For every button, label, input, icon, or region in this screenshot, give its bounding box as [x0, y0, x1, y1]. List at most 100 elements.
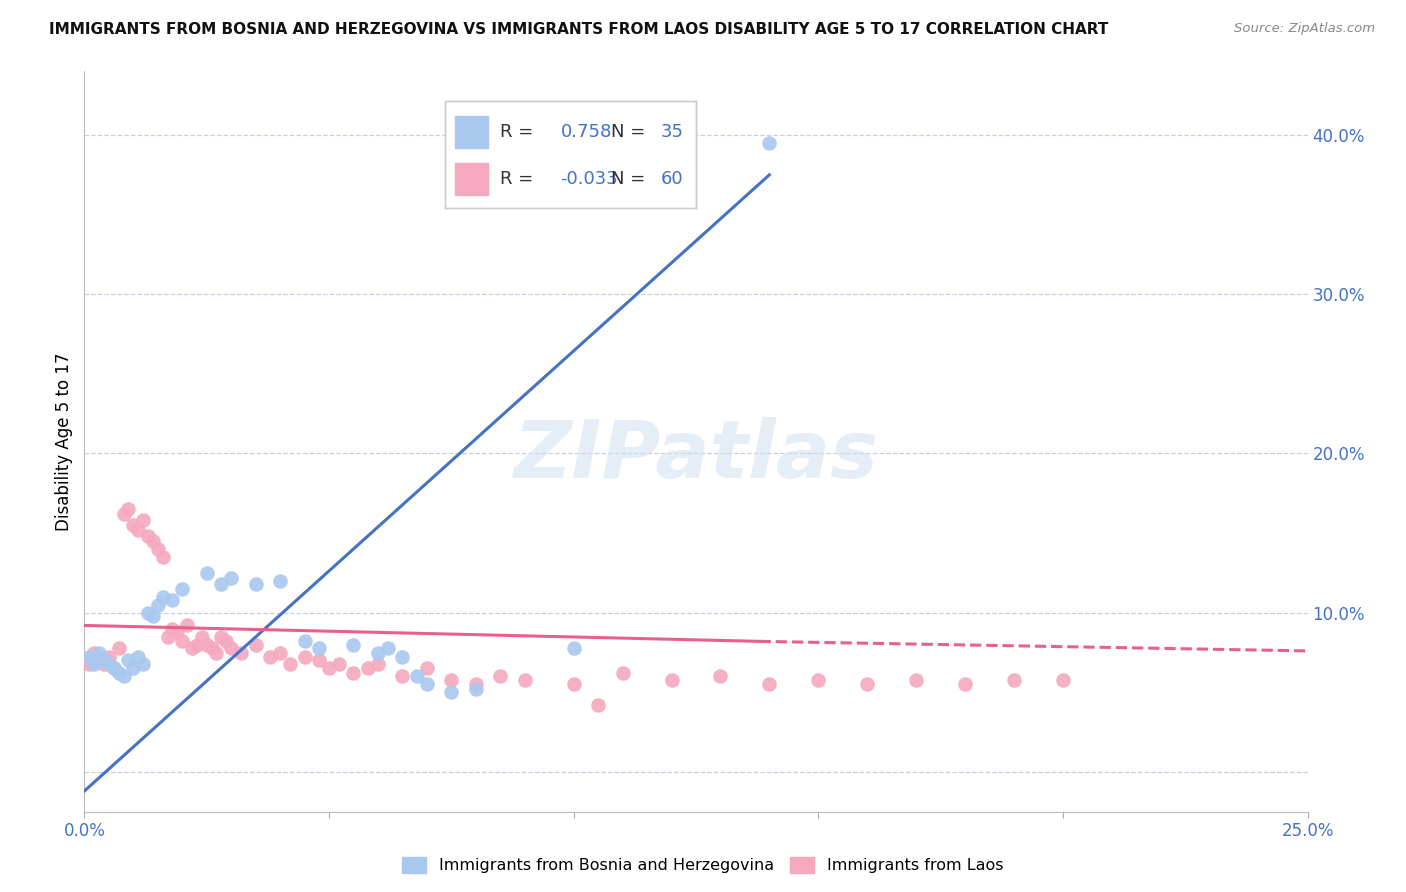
Point — [406, 669, 429, 683]
Point — [186, 638, 208, 652]
Point — [269, 646, 291, 660]
Point — [357, 661, 380, 675]
Point — [464, 682, 486, 697]
Point — [127, 650, 149, 665]
Point — [112, 507, 135, 521]
Point — [142, 608, 165, 623]
Point — [269, 574, 291, 588]
Point — [195, 566, 218, 580]
Point — [416, 677, 439, 691]
Point — [93, 657, 115, 671]
Point — [93, 653, 115, 667]
Point — [136, 606, 159, 620]
Point — [328, 657, 350, 671]
Point — [83, 646, 105, 660]
Point — [195, 638, 218, 652]
Point — [758, 136, 780, 150]
Point — [146, 598, 169, 612]
Point — [215, 634, 238, 648]
Point — [117, 502, 139, 516]
Point — [122, 661, 145, 675]
Point — [562, 640, 585, 655]
Point — [191, 630, 214, 644]
Point — [391, 669, 413, 683]
Point — [245, 577, 267, 591]
Point — [117, 653, 139, 667]
Point — [612, 666, 634, 681]
Point — [136, 529, 159, 543]
Point — [905, 673, 928, 687]
Point — [661, 673, 683, 687]
Point — [562, 677, 585, 691]
Point — [209, 630, 232, 644]
Point — [308, 653, 330, 667]
Point — [146, 541, 169, 556]
Point — [162, 622, 184, 636]
Point — [278, 657, 301, 671]
Point — [172, 634, 194, 648]
Y-axis label: Disability Age 5 to 17: Disability Age 5 to 17 — [55, 352, 73, 531]
Point — [200, 640, 222, 655]
Point — [342, 666, 364, 681]
Text: Source: ZipAtlas.com: Source: ZipAtlas.com — [1234, 22, 1375, 36]
Point — [367, 646, 389, 660]
Point — [142, 534, 165, 549]
Point — [1052, 673, 1074, 687]
Point — [205, 646, 228, 660]
Point — [416, 661, 439, 675]
Point — [87, 646, 110, 660]
Point — [377, 640, 399, 655]
Text: ZIPatlas: ZIPatlas — [513, 417, 879, 495]
Point — [87, 653, 110, 667]
Point — [107, 666, 129, 681]
Point — [294, 634, 316, 648]
Point — [391, 650, 413, 665]
Point — [122, 518, 145, 533]
Point — [132, 657, 155, 671]
Point — [318, 661, 340, 675]
Point — [464, 677, 486, 691]
Point — [103, 661, 125, 675]
Point — [127, 523, 149, 537]
Point — [709, 669, 731, 683]
Point — [856, 677, 879, 691]
Point — [219, 640, 242, 655]
Point — [107, 640, 129, 655]
Point — [342, 638, 364, 652]
Point — [586, 698, 609, 712]
Legend: Immigrants from Bosnia and Herzegovina, Immigrants from Laos: Immigrants from Bosnia and Herzegovina, … — [396, 850, 1010, 880]
Point — [308, 640, 330, 655]
Point — [162, 593, 184, 607]
Point — [953, 677, 976, 691]
Point — [209, 577, 232, 591]
Point — [152, 549, 174, 564]
Point — [807, 673, 830, 687]
Point — [172, 582, 194, 596]
Point — [132, 513, 155, 527]
Point — [219, 571, 242, 585]
Point — [489, 669, 512, 683]
Point — [103, 661, 125, 675]
Point — [440, 673, 463, 687]
Point — [97, 657, 120, 671]
Point — [758, 677, 780, 691]
Point — [181, 640, 204, 655]
Point — [77, 657, 100, 671]
Point — [294, 650, 316, 665]
Point — [259, 650, 281, 665]
Point — [176, 618, 198, 632]
Point — [97, 650, 120, 665]
Point — [166, 624, 188, 639]
Text: IMMIGRANTS FROM BOSNIA AND HERZEGOVINA VS IMMIGRANTS FROM LAOS DISABILITY AGE 5 : IMMIGRANTS FROM BOSNIA AND HERZEGOVINA V… — [49, 22, 1108, 37]
Point — [245, 638, 267, 652]
Point — [1002, 673, 1025, 687]
Point — [77, 650, 100, 665]
Point — [152, 590, 174, 604]
Point — [229, 646, 252, 660]
Point — [156, 630, 179, 644]
Point — [83, 657, 105, 671]
Point — [367, 657, 389, 671]
Point — [112, 669, 135, 683]
Point — [440, 685, 463, 699]
Point — [513, 673, 536, 687]
